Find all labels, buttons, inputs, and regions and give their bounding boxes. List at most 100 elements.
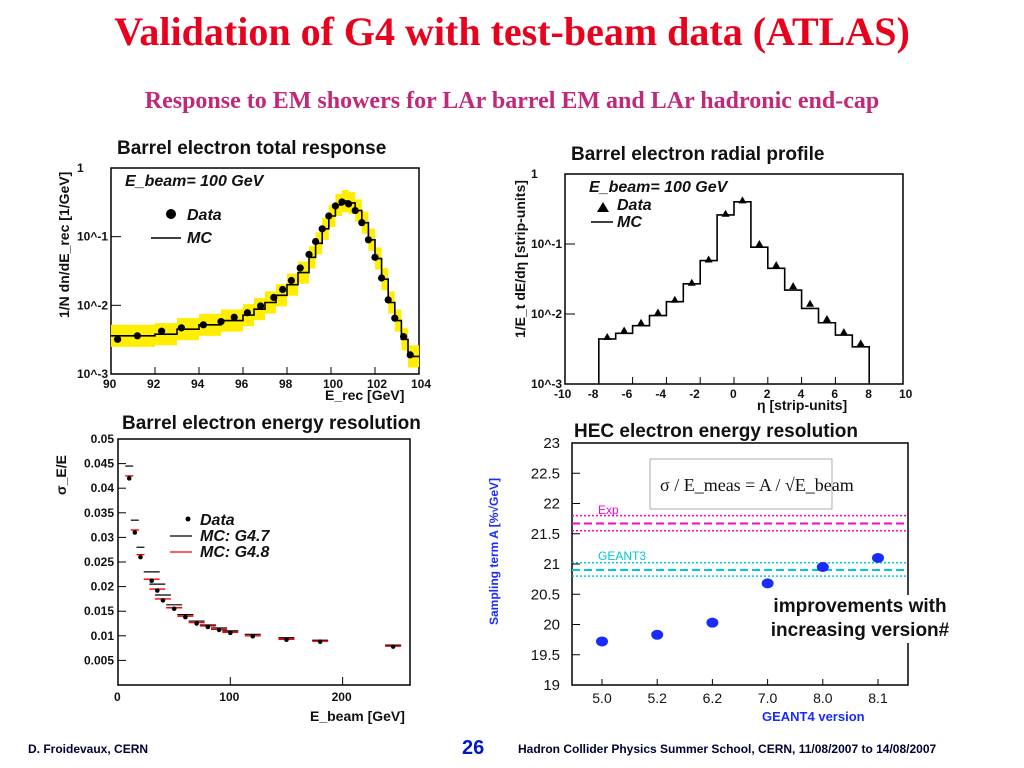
formula-box bbox=[649, 458, 833, 510]
y-tick-label: 21 bbox=[543, 556, 560, 573]
x-axis-label: E_rec [GeV] bbox=[325, 387, 404, 403]
x-tick-label: 92 bbox=[147, 377, 161, 391]
data-point bbox=[603, 332, 612, 340]
data-point bbox=[149, 578, 154, 583]
chart-title: HEC electron energy resolution bbox=[574, 421, 858, 442]
x-tick-label: 94 bbox=[191, 377, 205, 391]
y-tick-label: 22 bbox=[543, 496, 560, 513]
x-tick-label: 6 bbox=[831, 387, 838, 401]
y-tick-label: 0.01 bbox=[91, 629, 115, 643]
x-tick-label: 100 bbox=[219, 690, 239, 704]
y-axis-label: Sampling term A [%√GeV] bbox=[487, 478, 501, 625]
data-point bbox=[228, 630, 233, 636]
y-axis-label: σ_E/E bbox=[53, 455, 69, 495]
y-tick-label: 10^-1 bbox=[77, 230, 108, 244]
plot-frame bbox=[117, 438, 411, 686]
y-tick-label: 0.045 bbox=[84, 457, 114, 471]
beam-energy-annotation: E_beam= 100 GeV bbox=[125, 173, 265, 190]
x-axis-label: GEANT4 version bbox=[762, 709, 865, 724]
data-point bbox=[755, 240, 764, 247]
x-tick-label: 6.2 bbox=[703, 690, 723, 706]
data-point bbox=[637, 318, 646, 326]
data-point bbox=[126, 476, 132, 481]
page-number: 26 bbox=[462, 737, 485, 759]
x-tick-label: 0 bbox=[114, 690, 121, 704]
data-point bbox=[284, 637, 289, 643]
legend-data-label: Data bbox=[187, 207, 222, 224]
y-tick-label: 1 bbox=[77, 161, 84, 175]
y-tick-label: 0.03 bbox=[91, 530, 115, 544]
y-tick-label: 0.035 bbox=[84, 506, 114, 520]
formula: σ / E_meas = A / √E_beam bbox=[660, 475, 854, 495]
y-tick-label: 10^-1 bbox=[531, 237, 562, 251]
chart-title: Barrel electron radial profile bbox=[571, 144, 824, 165]
x-tick-label: 90 bbox=[103, 377, 117, 391]
data-point bbox=[856, 339, 865, 347]
x-tick-label: -6 bbox=[622, 387, 633, 401]
x-axis-label: η [strip-units] bbox=[757, 397, 847, 413]
x-tick-label: -10 bbox=[554, 387, 572, 401]
data-point bbox=[312, 237, 320, 246]
data-point bbox=[183, 614, 188, 620]
legend-g47-label: MC: G4.7 bbox=[200, 528, 270, 545]
x-tick-label: 104 bbox=[411, 377, 431, 391]
chart-title: Barrel electron total response bbox=[117, 138, 386, 159]
legend-data-marker bbox=[166, 209, 176, 219]
data-point bbox=[687, 278, 696, 286]
band-label-geant3: GEANT3 bbox=[598, 549, 646, 563]
data-point bbox=[199, 321, 207, 329]
data-point bbox=[596, 636, 608, 647]
x-tick-label: -8 bbox=[588, 387, 599, 401]
data-point bbox=[400, 333, 408, 341]
data-point bbox=[279, 285, 287, 294]
data-point bbox=[296, 264, 304, 272]
slide-subtitle: Response to EM showers for LAr barrel EM… bbox=[144, 88, 880, 114]
data-point bbox=[391, 314, 399, 322]
data-point bbox=[806, 299, 815, 307]
y-tick-label: 0.015 bbox=[84, 604, 114, 618]
data-point bbox=[257, 302, 265, 310]
data-point bbox=[839, 328, 848, 336]
data-point bbox=[620, 326, 629, 334]
data-point bbox=[160, 598, 166, 603]
data-point bbox=[390, 644, 396, 649]
data-point bbox=[371, 253, 379, 261]
data-point bbox=[704, 255, 713, 263]
data-point bbox=[217, 317, 225, 326]
y-tick-label: 23 bbox=[543, 435, 560, 452]
data-point bbox=[351, 206, 359, 215]
legend-g48-label: MC: G4.8 bbox=[200, 544, 269, 561]
footer-author: D. Froidevaux, CERN bbox=[28, 742, 149, 756]
data-point bbox=[243, 309, 251, 317]
y-tick-label: 21.5 bbox=[531, 526, 560, 543]
chart-title: Barrel electron energy resolution bbox=[122, 413, 421, 434]
data-point bbox=[194, 621, 199, 626]
total-response-chart: Barrel electron total response 90 92 94 96 9… bbox=[56, 138, 431, 403]
data-point bbox=[114, 335, 122, 343]
x-tick-label: 100 bbox=[323, 377, 343, 391]
x-tick-label: 8 bbox=[865, 387, 872, 401]
legend-mc-label: MC bbox=[617, 214, 642, 231]
legend-data-label: Data bbox=[617, 197, 652, 214]
x-tick-label: 102 bbox=[367, 377, 387, 391]
legend-mc-label: MC bbox=[187, 230, 212, 247]
y-tick-label: 19.5 bbox=[531, 647, 560, 664]
data-point bbox=[358, 219, 366, 227]
beam-energy-annotation: E_beam= 100 GeV bbox=[589, 179, 729, 196]
data-point bbox=[305, 250, 313, 259]
y-tick-label: 19 bbox=[543, 677, 560, 694]
x-axis-label: E_beam [GeV] bbox=[310, 708, 405, 724]
data-point bbox=[378, 274, 386, 282]
data-point bbox=[270, 293, 278, 302]
x-tick-label: 7.0 bbox=[758, 690, 778, 706]
x-tick-label: 4 bbox=[798, 387, 805, 401]
y-tick-label: 1 bbox=[531, 167, 538, 181]
data-point bbox=[738, 196, 747, 204]
data-point bbox=[138, 554, 143, 560]
data-point bbox=[216, 627, 222, 633]
y-tick-label: 10^-3 bbox=[77, 367, 108, 381]
legend-data-label: Data bbox=[200, 512, 235, 529]
data-point bbox=[789, 282, 798, 290]
data-point bbox=[325, 212, 333, 220]
x-tick-label: 96 bbox=[235, 377, 249, 391]
